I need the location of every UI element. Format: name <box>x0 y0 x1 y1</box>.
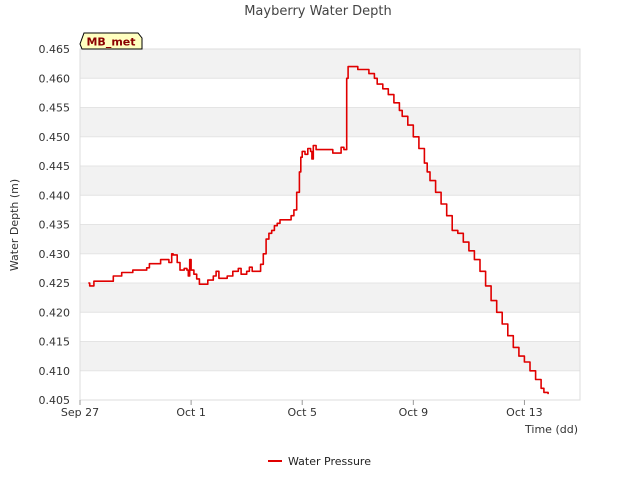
y-tick-label: 0.425 <box>39 277 71 290</box>
y-tick-label: 0.435 <box>39 219 71 232</box>
grid-band <box>80 224 580 254</box>
x-tick-label: Oct 13 <box>506 406 543 419</box>
x-tick-label: Oct 5 <box>287 406 317 419</box>
y-axis-label: Water Depth (m) <box>8 179 21 271</box>
badge: MB_met <box>79 32 143 50</box>
badge-label: MB_met <box>86 36 135 49</box>
y-tick-label: 0.465 <box>39 43 71 56</box>
y-tick-label: 0.410 <box>39 365 71 378</box>
y-axis-ticks: 0.405 0.410 0.415 0.420 0.425 0.430 0.435 0.440… <box>39 43 71 407</box>
y-tick-label: 0.415 <box>39 336 71 349</box>
x-tick-label: Oct 1 <box>176 406 206 419</box>
plot-frame <box>79 48 581 401</box>
plot-area <box>79 48 581 401</box>
legend-label: Water Pressure <box>288 455 371 468</box>
grid-band <box>80 49 580 79</box>
chart-title: Mayberry Water Depth <box>244 4 392 19</box>
series-line-water-pressure <box>88 65 549 395</box>
y-tick-label: 0.440 <box>39 189 71 202</box>
y-tick-label: 0.430 <box>39 248 71 261</box>
y-tick-label: 0.420 <box>39 306 71 319</box>
badge-box <box>79 32 143 50</box>
x-tick-label: Sep 27 <box>61 406 99 419</box>
grid-band <box>80 341 580 371</box>
x-axis-ticks: Sep 27 Oct 1 Oct 5 Oct 9 Oct 13 <box>61 400 543 419</box>
legend: Water Pressure <box>268 455 371 468</box>
x-axis-label: Time (dd) <box>524 423 578 436</box>
grid-band <box>80 283 580 313</box>
y-tick-label: 0.445 <box>39 160 71 173</box>
y-tick-label: 0.460 <box>39 72 71 85</box>
x-tick-label: Oct 9 <box>399 406 429 419</box>
grid-band <box>80 107 580 137</box>
y-tick-label: 0.450 <box>39 131 71 144</box>
y-tick-label: 0.405 <box>39 394 71 407</box>
grid-band <box>80 166 580 196</box>
y-tick-label: 0.455 <box>39 102 71 115</box>
